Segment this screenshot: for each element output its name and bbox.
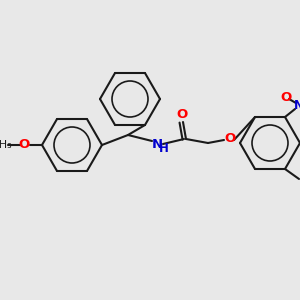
Text: CH₃: CH₃	[0, 140, 12, 150]
Text: H: H	[159, 142, 169, 155]
Text: O: O	[280, 91, 292, 103]
Text: N: N	[152, 137, 163, 151]
Text: N: N	[294, 98, 300, 112]
Text: O: O	[176, 107, 188, 121]
Text: O: O	[18, 139, 30, 152]
Text: O: O	[224, 133, 236, 146]
